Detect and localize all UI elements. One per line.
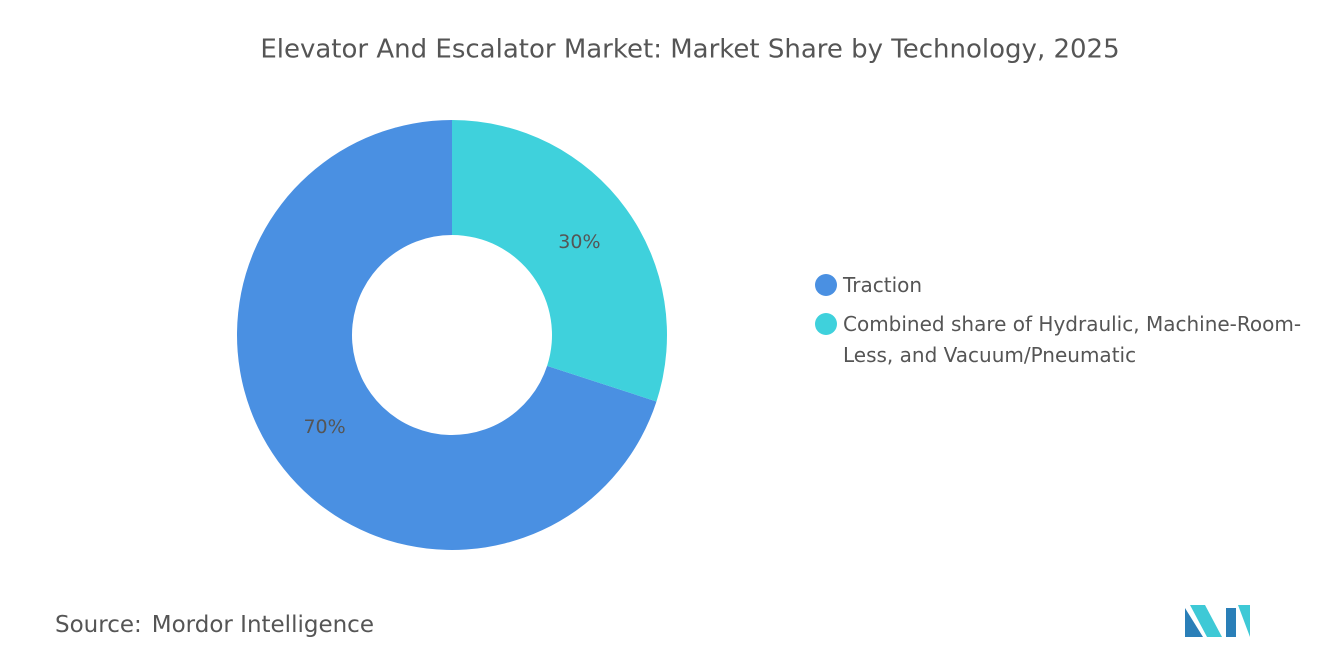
legend-item: Combined share of Hydraulic, Machine-Roo… xyxy=(815,309,1305,371)
source: Source: Mordor Intelligence xyxy=(55,612,374,638)
logo xyxy=(1185,605,1250,637)
donut-slice xyxy=(237,120,657,550)
legend: Traction Combined share of Hydraulic, Mac… xyxy=(815,270,1305,379)
source-name: Mordor Intelligence xyxy=(151,612,374,638)
legend-label: Traction xyxy=(843,273,923,297)
donut-slice xyxy=(452,120,668,402)
legend-swatch xyxy=(815,313,837,335)
legend-label: Combined share of Hydraulic, Machine-Roo… xyxy=(843,312,1302,367)
legend-item: Traction xyxy=(815,270,1305,301)
data-label: 70% xyxy=(303,416,345,438)
source-label: Source: xyxy=(55,612,142,638)
chart-title: Elevator And Escalator Market: Market Sh… xyxy=(260,35,1119,65)
data-label: 30% xyxy=(558,231,600,253)
legend-swatch xyxy=(815,274,837,296)
